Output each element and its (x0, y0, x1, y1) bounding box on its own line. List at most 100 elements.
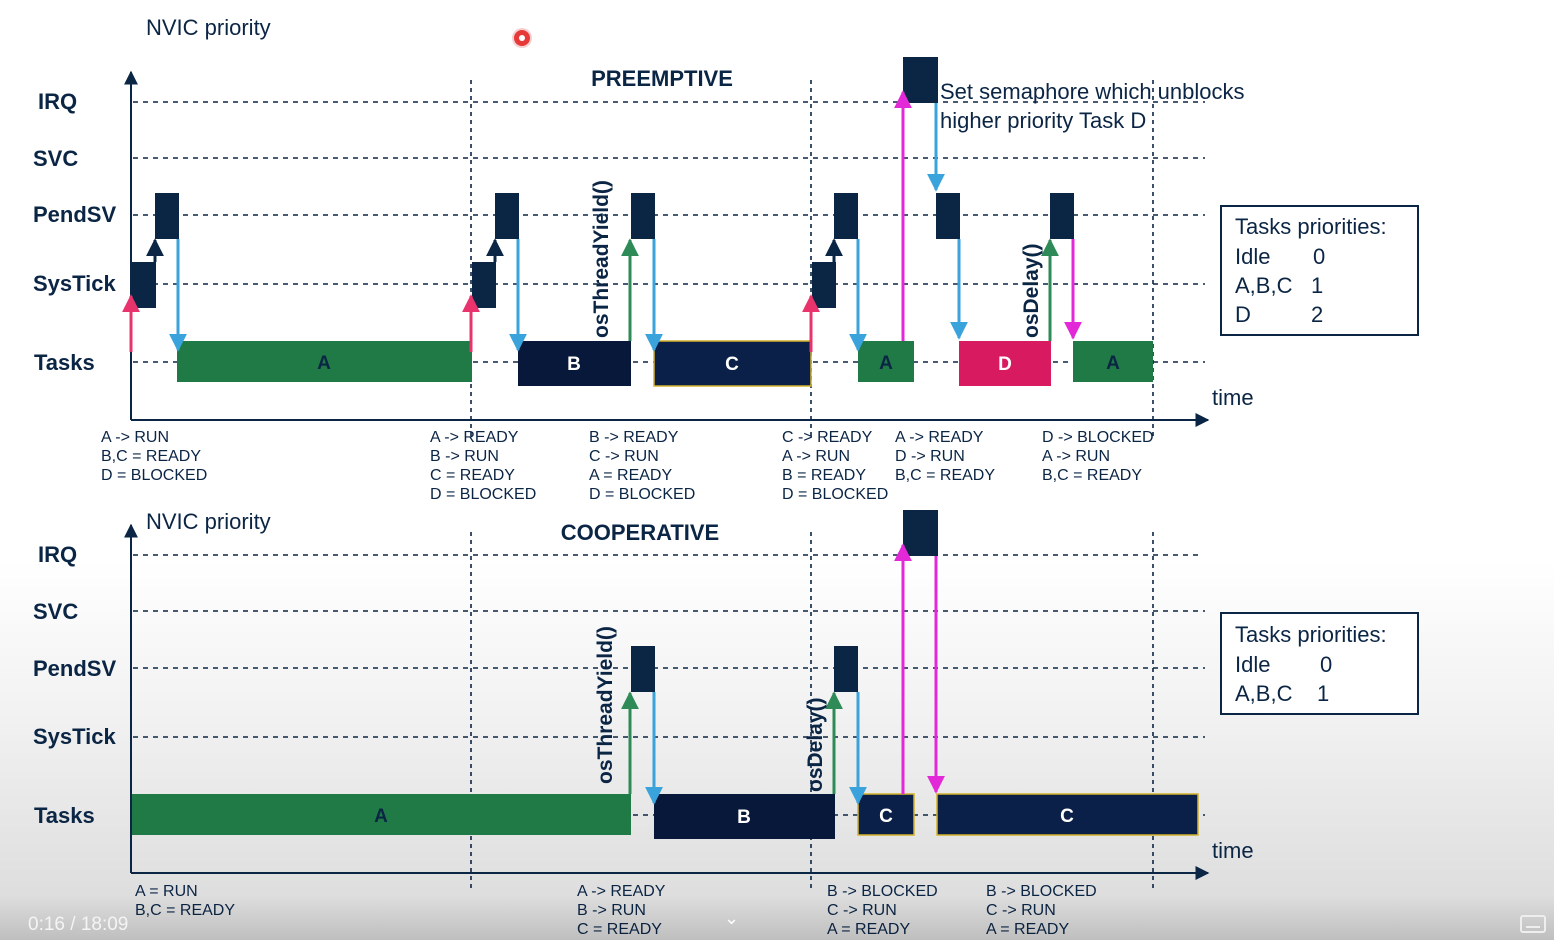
record-indicator-icon (514, 30, 530, 46)
task-block (177, 341, 472, 382)
task-block (1073, 341, 1153, 382)
time-label: time (1212, 385, 1254, 410)
state-line: A = READY (589, 467, 672, 484)
priority-value: 0 (1320, 652, 1332, 677)
priority-name: A,B,C (1235, 273, 1293, 298)
level-pendsv: PendSV (33, 202, 116, 227)
video-timecode: 0:16 / 18:09 (28, 914, 129, 935)
state-line: C = READY (430, 467, 515, 484)
priority-name: A,B,C (1235, 681, 1293, 706)
level-lines (133, 101, 1205, 363)
task-block-label: D (998, 354, 1012, 375)
task-block-label: A (317, 353, 331, 374)
state-line: A -> RUN (1042, 448, 1110, 465)
transition-arrows (122, 90, 1082, 352)
task-block (518, 341, 631, 386)
task-block (132, 794, 631, 835)
state-notes: A = RUN B,C = READY A -> READY B -> RUN … (135, 883, 1097, 938)
call-label: osDelay() (804, 697, 827, 792)
state-line: D = BLOCKED (782, 486, 888, 503)
state-line: B -> RUN (577, 902, 646, 919)
state-line: B,C = READY (135, 902, 235, 919)
task-block (857, 793, 915, 836)
task-block-label: A (879, 353, 893, 374)
priorities-title: Tasks priorities: (1235, 622, 1387, 647)
state-line: A -> READY (430, 429, 519, 446)
priority-value: 1 (1311, 273, 1323, 298)
state-line: B -> RUN (430, 448, 499, 465)
state-line: D = BLOCKED (430, 486, 536, 503)
preemptive-diagram: NVIC priority PREEMPTIVE time IRQ SVC Pe… (33, 15, 1419, 503)
level-irq: IRQ (38, 542, 77, 567)
transition-arrows (621, 543, 945, 805)
video-player-bar (0, 895, 1554, 940)
diagram-title: COOPERATIVE (561, 520, 720, 545)
state-line: A -> RUN (101, 429, 169, 446)
state-notes: A -> RUN B,C = READY D = BLOCKED A -> RE… (101, 429, 1154, 503)
state-line: C -> READY (782, 429, 873, 446)
state-line: A -> READY (577, 883, 666, 900)
state-line: B -> BLOCKED (827, 883, 938, 900)
state-line: C -> RUN (589, 448, 659, 465)
state-line: D -> BLOCKED (1042, 429, 1154, 446)
time-label: time (1212, 838, 1254, 863)
state-line: B,C = READY (895, 467, 995, 484)
state-line: B,C = READY (101, 448, 201, 465)
state-line: D = BLOCKED (101, 467, 207, 484)
priority-value: 1 (1317, 681, 1329, 706)
state-line: A -> RUN (782, 448, 850, 465)
state-line: A = READY (986, 921, 1069, 938)
task-block-label: C (879, 806, 893, 827)
level-pendsv: PendSV (33, 656, 116, 681)
task-block (653, 340, 812, 387)
task-block-label: C (725, 354, 739, 375)
task-block-label: A (1106, 353, 1120, 374)
call-label: osThreadYield() (594, 626, 617, 784)
task-block (654, 794, 835, 839)
state-line: D -> RUN (895, 448, 965, 465)
level-tasks: Tasks (34, 350, 95, 375)
chevron-down-icon[interactable]: ⌄ (724, 908, 740, 929)
state-line: A -> READY (895, 429, 984, 446)
state-line: B = READY (782, 467, 866, 484)
task-block (959, 341, 1051, 386)
annotation-line: Set semaphore which unblocks (940, 79, 1245, 104)
level-svc: SVC (33, 599, 78, 624)
level-systick: SysTick (33, 724, 117, 749)
task-block (936, 793, 1199, 836)
priority-value: 0 (1313, 244, 1325, 269)
priority-value: 2 (1311, 302, 1323, 327)
call-label: osDelay() (1020, 243, 1043, 338)
task-block-label: B (737, 807, 751, 828)
priorities-title: Tasks priorities: (1235, 214, 1387, 239)
state-line: C -> RUN (827, 902, 897, 919)
level-irq: IRQ (38, 89, 77, 114)
cooperative-diagram: NVIC priority COOPERATIVE time IRQ SVC P… (33, 509, 1419, 938)
task-block-label: B (567, 354, 581, 375)
state-line: B,C = READY (1042, 467, 1142, 484)
task-block (858, 341, 914, 382)
priorities-box: Tasks priorities: Idle 0 A,B,C 1 D 2 (1220, 205, 1419, 336)
priorities-box: Tasks priorities: Idle 0 A,B,C 1 (1220, 612, 1419, 715)
state-line: B -> READY (589, 429, 679, 446)
diagram-title: PREEMPTIVE (591, 66, 733, 91)
priority-name: Idle (1235, 244, 1270, 269)
priority-name: D (1235, 302, 1251, 327)
priority-name: Idle (1235, 652, 1270, 677)
task-block-label: A (374, 806, 388, 827)
annotation-line: higher priority Task D (940, 108, 1146, 133)
subtitles-icon[interactable] (1520, 915, 1546, 933)
level-tasks: Tasks (34, 803, 95, 828)
state-line: D = BLOCKED (589, 486, 695, 503)
state-line: C -> RUN (986, 902, 1056, 919)
level-svc: SVC (33, 146, 78, 171)
state-line: A = READY (827, 921, 910, 938)
call-label: osThreadYield() (590, 180, 613, 338)
state-line: C = READY (577, 921, 662, 938)
state-line: B -> BLOCKED (986, 883, 1097, 900)
nvic-priority-label: NVIC priority (146, 15, 271, 40)
nvic-priority-label: NVIC priority (146, 509, 271, 534)
level-lines (133, 554, 1205, 816)
level-systick: SysTick (33, 271, 117, 296)
